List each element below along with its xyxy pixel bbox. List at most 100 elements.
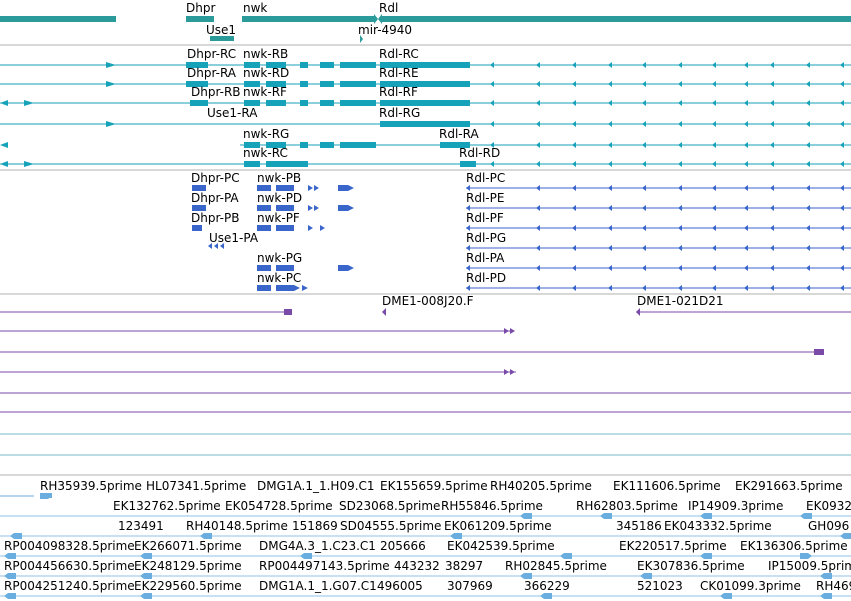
est-label: EK136306.5prime [740, 539, 848, 553]
est-label: RH40205.5prime [490, 479, 592, 493]
gene-label-mir: mir-4940 [358, 23, 412, 37]
protein-label: Rdl-PG [466, 231, 506, 245]
strand-arrow [840, 245, 844, 251]
strand-arrow [840, 81, 844, 87]
gene-rdl-arrow [378, 14, 382, 24]
strand-arrow [744, 81, 748, 87]
est-label: RP004456630.5prime [4, 559, 135, 573]
strand-arrow [840, 161, 844, 167]
est-feature[interactable] [450, 533, 462, 539]
strand-arrow [608, 285, 612, 291]
est-feature[interactable] [800, 513, 812, 519]
gene-left-feature[interactable] [0, 16, 116, 22]
strand-arrow [770, 245, 774, 251]
transcript-track-protein [466, 187, 851, 289]
strand-arrow [490, 81, 494, 87]
strand-arrow [490, 62, 494, 68]
strand-arrow [642, 205, 646, 211]
strand-arrow [572, 62, 576, 68]
transcript-label: nwk-RG [243, 127, 289, 141]
est-label: EK0932 [806, 499, 851, 513]
strand-arrow [806, 265, 810, 271]
est-feature[interactable] [540, 593, 552, 599]
est-feature[interactable] [820, 593, 832, 599]
est-label: RH55846.5prime [441, 499, 543, 513]
est-feature[interactable] [800, 553, 812, 559]
est-feature[interactable] [140, 593, 152, 599]
gene-nwk[interactable] [242, 16, 374, 22]
est-feature[interactable] [300, 553, 312, 559]
transcript-label: Rdl-RG [379, 106, 420, 120]
strand-arrow [712, 245, 716, 251]
est-label: EK307836.5prime [637, 559, 745, 573]
est-label: EK155659.5prime [380, 479, 488, 493]
strand-arrow [608, 185, 612, 191]
transcript-label: Rdl-RE [379, 66, 419, 80]
strand-arrow [678, 62, 682, 68]
est-label: EK132762.5prime [113, 499, 221, 513]
gene-dhpr[interactable] [186, 16, 214, 22]
protein-label: nwk-PD [257, 191, 302, 205]
est-feature[interactable] [560, 553, 572, 559]
transcript-label: Dhpr-RC [187, 47, 236, 61]
est-feature[interactable] [200, 533, 212, 539]
strand-arrow [806, 121, 810, 127]
strand-arrow [536, 285, 540, 291]
est-feature[interactable] [520, 573, 532, 579]
strand-arrow [642, 265, 646, 271]
strand-arrow [608, 205, 612, 211]
est-feature[interactable] [140, 553, 152, 559]
est-feature[interactable] [820, 573, 832, 579]
est-feature[interactable] [600, 513, 612, 519]
strand-arrow [840, 225, 844, 231]
strand-arrow [642, 161, 646, 167]
gene-track [0, 14, 851, 43]
transcript-label: Use1-RA [207, 106, 258, 120]
strand-arrow [572, 285, 576, 291]
est-label: DMG4A.3_1.C23.C1 [259, 539, 376, 553]
est-label: 366229 [524, 579, 570, 593]
est-feature[interactable] [640, 573, 652, 579]
transcript-track-rna [0, 64, 851, 165]
est-feature[interactable] [140, 573, 152, 579]
est-feature[interactable] [700, 553, 712, 559]
strand-arrow [572, 265, 576, 271]
est-feature[interactable] [40, 493, 52, 499]
protein-exons [192, 185, 470, 291]
strand-arrow [678, 161, 682, 167]
transcript-label: Dhpr-RA [187, 66, 237, 80]
est-feature[interactable] [10, 533, 22, 539]
strand-arrow [806, 285, 810, 291]
strand-arrow [712, 285, 716, 291]
est-label: IP14909.3prime [688, 499, 783, 513]
est-label: 205666 [380, 539, 426, 553]
est-label: RH35939.5prime [40, 479, 142, 493]
gene-mir-4940[interactable] [360, 35, 363, 43]
est-label: SD04555.5prime [340, 519, 441, 533]
est-label: EK291663.5prime [735, 479, 843, 493]
est-feature[interactable] [520, 513, 532, 519]
strand-arrow [572, 225, 576, 231]
gene-use1[interactable] [210, 36, 234, 41]
est-label: 521023 [637, 579, 683, 593]
strand-arrow [572, 185, 576, 191]
transcript-label: Rdl-RA [439, 127, 479, 141]
gene-rdl[interactable] [382, 16, 851, 22]
est-feature[interactable] [720, 593, 732, 599]
est-label: HL07341.5prime [146, 479, 246, 493]
strand-arrow [536, 81, 540, 87]
est-feature[interactable] [4, 553, 16, 559]
strand-arrow [770, 81, 774, 87]
est-track-lines [0, 433, 851, 456]
est-feature[interactable] [4, 573, 16, 579]
protein-label: nwk-PG [257, 251, 302, 265]
est-feature[interactable] [700, 513, 712, 519]
est-feature[interactable] [4, 593, 16, 599]
strand-arrow [744, 245, 748, 251]
protein-label: nwk-PF [257, 211, 300, 225]
est-feature[interactable] [840, 533, 851, 539]
strand-arrow [712, 121, 716, 127]
strand-arrow [840, 62, 844, 68]
strand-arrow [642, 81, 646, 87]
